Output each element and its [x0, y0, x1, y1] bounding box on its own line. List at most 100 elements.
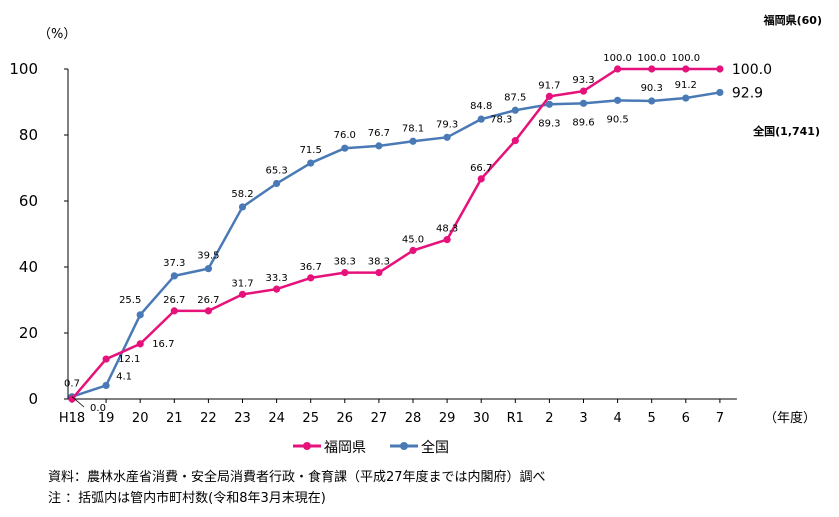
x-tick-label: 29 [439, 411, 456, 426]
x-tick-label: 5 [648, 411, 656, 426]
x-tick-label: 24 [268, 411, 285, 426]
national-data-label: 65.3 [265, 166, 287, 177]
x-tick-label: 4 [613, 411, 621, 426]
fukuoka-data-label: 16.7 [152, 339, 174, 350]
chart-data-labels: 0.7 4.1 25.5 37.3 39.5 58.2 65.3 71.5 76.0 76.7 78… [64, 13, 822, 414]
national-data-point [204, 265, 212, 273]
national-data-point [511, 106, 519, 114]
fukuoka-data-label: 38.3 [334, 257, 356, 268]
fukuoka-data-point [511, 137, 519, 145]
x-tick-label: 27 [371, 411, 388, 426]
national-data-label: 4.1 [116, 371, 132, 382]
x-tick-label: 23 [234, 411, 251, 426]
fukuoka-data-point [409, 246, 417, 255]
footnote: 注 ：括弧内は管内市町村数(令和8年3月末現在) [48, 491, 326, 506]
fukuoka-data-label: 100.0 [732, 62, 772, 78]
fukuoka-data-label: 26.7 [163, 295, 185, 306]
fukuoka-data-point [136, 340, 144, 348]
fukuoka-legend-label: 福岡県 [324, 440, 366, 456]
national-data-label: 71.5 [300, 145, 322, 156]
national-data-point [341, 144, 349, 152]
fukuoka-data-label: 0.0 [90, 403, 106, 414]
source-note: 資料：農林水産省消費・安全局消費者行政・食育課（平成27年度までは内閣府）調べ [48, 470, 546, 485]
fukuoka-data-label: 93.3 [572, 75, 594, 86]
x-tick-label: 7 [716, 411, 724, 426]
fukuoka-data-point [716, 65, 724, 73]
fukuoka-data-label: 45.0 [402, 235, 424, 246]
national-data-point [545, 100, 554, 108]
fukuoka-series-name: 福岡県(60) [763, 13, 822, 27]
fukuoka-data-point [648, 65, 656, 73]
x-tick-label: H18 [59, 411, 85, 426]
fukuoka-data-label: 100.0 [637, 53, 666, 64]
national-data-label: 79.3 [436, 119, 458, 130]
x-tick-label: 20 [132, 411, 149, 426]
y-tick-label: 60 [19, 192, 38, 210]
x-tick-label: 26 [337, 411, 354, 426]
fukuoka-data-label: 100.0 [671, 53, 700, 64]
y-tick-label: 80 [19, 126, 38, 144]
national-data-point [477, 115, 485, 123]
fukuoka-data-point [341, 269, 349, 277]
y-axis-unit: （%） [38, 27, 76, 42]
national-data-label: 90.3 [641, 83, 663, 94]
x-tick-label: R1 [507, 411, 524, 426]
fukuoka-data-point [545, 92, 554, 100]
x-tick-label: 25 [302, 411, 319, 426]
national-data-label: 76.0 [334, 130, 356, 141]
fukuoka-data-point [68, 395, 76, 403]
national-data-point [443, 133, 451, 141]
x-tick-label: 21 [166, 411, 183, 426]
national-data-label: 58.2 [231, 189, 253, 200]
y-tick-label: 0 [28, 390, 38, 408]
fukuoka-data-label: 31.7 [231, 278, 253, 289]
national-legend-label: 全国 [421, 439, 449, 456]
fukuoka-data-label: 38.3 [368, 257, 390, 268]
fukuoka-data-point [614, 65, 622, 73]
national-series-line [71, 91, 721, 398]
x-tick-label: 3 [579, 411, 587, 426]
national-data-point [375, 142, 383, 150]
national-data-point [238, 203, 247, 211]
x-tick-label: 6 [682, 411, 690, 426]
fukuoka-data-point [682, 65, 690, 73]
chart-legend: 福岡県 全国 [293, 439, 449, 456]
fukuoka-data-point [273, 285, 281, 293]
national-data-point [409, 137, 417, 145]
national-data-label: 90.5 [606, 114, 628, 125]
x-tick-label: 28 [405, 411, 422, 426]
fukuoka-data-label: 12.1 [118, 354, 140, 365]
national-data-point [716, 88, 724, 97]
fukuoka-data-label: 100.0 [603, 53, 632, 64]
national-data-label: 25.5 [119, 295, 141, 306]
national-data-label: 76.7 [368, 128, 390, 139]
national-series-name: 全国(1,741) [752, 124, 820, 138]
national-legend-marker [400, 442, 408, 450]
national-data-label: 89.3 [538, 118, 560, 129]
fukuoka-data-label: 48.3 [436, 224, 458, 235]
fukuoka-data-point [238, 290, 247, 298]
fukuoka-data-point [307, 274, 315, 282]
chart-series-lines [68, 65, 724, 403]
national-data-label: 37.3 [163, 258, 185, 269]
y-tick-label: 40 [19, 258, 38, 276]
fukuoka-data-label: 66.7 [470, 163, 492, 174]
national-data-point [102, 381, 110, 390]
label-leader-line [71, 396, 85, 408]
x-tick-label: 30 [473, 411, 490, 426]
national-data-point [579, 99, 588, 107]
national-data-point [307, 159, 315, 167]
national-data-point [136, 311, 144, 319]
fukuoka-data-point [102, 355, 110, 363]
national-data-label: 89.6 [572, 117, 594, 128]
x-axis-unit: （年度） [764, 410, 816, 426]
fukuoka-series-line [71, 67, 720, 400]
national-data-label: 0.7 [64, 379, 80, 390]
fukuoka-legend-marker [303, 442, 311, 450]
fukuoka-data-label: 26.7 [197, 295, 219, 306]
fukuoka-data-point [443, 236, 451, 244]
national-data-point [648, 97, 656, 105]
fukuoka-data-point [477, 175, 485, 183]
